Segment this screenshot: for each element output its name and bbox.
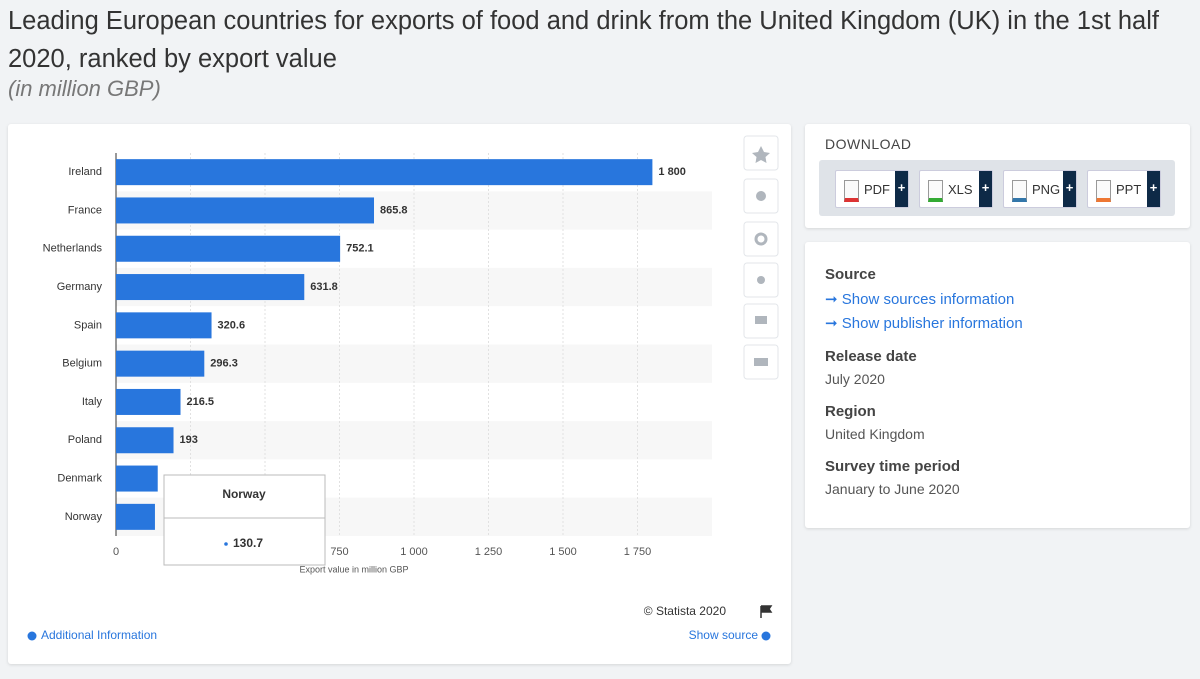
bar (116, 350, 205, 377)
file-icon (1012, 180, 1027, 202)
value-label: 865.8 (380, 204, 408, 216)
plus-icon: + (979, 171, 992, 207)
tooltip-dot (224, 542, 228, 546)
category-label: Belgium (62, 358, 102, 370)
category-label: Italy (82, 396, 103, 408)
info-icon (27, 631, 37, 641)
region-heading: Region (825, 403, 876, 420)
category-label: Germany (57, 281, 103, 293)
x-tick-label: 1 500 (549, 546, 577, 558)
info-card: Source ➞ Show sources information ➞ Show… (805, 242, 1190, 528)
info-icon (761, 631, 771, 641)
toolbar (743, 135, 779, 380)
download-card: DOWNLOAD PDF + XLS + PNG + PPT + (805, 124, 1190, 228)
source-link-text[interactable]: Show sources information (841, 291, 1015, 308)
file-icon (844, 180, 859, 202)
region-value: United Kingdom (825, 426, 925, 442)
settings-button[interactable] (743, 221, 779, 257)
bar (116, 503, 155, 530)
star-icon (752, 146, 770, 163)
x-tick-label: 1 250 (475, 546, 503, 558)
value-label: 631.8 (310, 281, 338, 293)
value-label: 320.6 (218, 319, 246, 331)
category-label: Netherlands (43, 243, 103, 255)
bar (116, 388, 181, 415)
download-button[interactable]: PDF + (835, 170, 909, 208)
source-heading: Source (825, 266, 876, 283)
category-label: Spain (74, 319, 102, 331)
plus-icon: + (1063, 171, 1076, 207)
bar (116, 312, 212, 339)
tooltip-value: 130.7 (233, 536, 263, 550)
page-subtitle: (in million GBP) (8, 76, 161, 101)
download-label: XLS (948, 182, 973, 197)
bar (116, 159, 653, 186)
category-label: Poland (68, 434, 102, 446)
tooltip: Norway 130.7 (163, 474, 326, 566)
file-icon (1096, 180, 1111, 202)
file-icon (928, 180, 943, 202)
x-tick-label: 1 750 (624, 546, 652, 558)
bar (116, 235, 341, 262)
download-label: PDF (864, 182, 890, 197)
value-label: 216.5 (187, 396, 215, 408)
page-title: Leading European countries for exports o… (8, 7, 1159, 73)
period-value: January to June 2020 (825, 481, 960, 497)
category-label: Norway (65, 511, 103, 523)
bar (116, 427, 174, 454)
source-link[interactable]: ➞ Show sources information (825, 291, 1015, 308)
value-label: 296.3 (210, 358, 238, 370)
category-label: France (68, 204, 102, 216)
bar (116, 465, 158, 492)
tooltip-box (163, 474, 326, 566)
x-tick-label: 750 (330, 546, 348, 558)
print-icon (754, 358, 768, 366)
value-label: 193 (180, 434, 198, 446)
category-label: Denmark (57, 472, 102, 484)
plus-icon: + (895, 171, 908, 207)
bar (116, 197, 375, 224)
value-label: 752.1 (346, 243, 374, 255)
x-tick-label: 1 000 (400, 546, 428, 558)
download-label: PNG (1032, 182, 1061, 197)
value-label: 1 800 (658, 166, 686, 178)
x-tick-label: 0 (113, 546, 119, 558)
release-value: July 2020 (825, 371, 885, 387)
credit: © Statista 2020 (644, 604, 727, 618)
tooltip-title: Norway (222, 487, 266, 501)
show-source-link[interactable]: Show source (689, 628, 759, 642)
release-heading: Release date (825, 348, 917, 365)
publisher-link[interactable]: ➞ Show publisher information (825, 315, 1023, 332)
download-button[interactable]: PNG + (1003, 170, 1077, 208)
download-buttons: PDF + XLS + PNG + PPT + (819, 160, 1175, 216)
period-heading: Survey time period (825, 458, 961, 475)
x-axis-label: Export value in million GBP (299, 564, 408, 574)
bar (116, 274, 305, 301)
share-icon (757, 276, 765, 284)
quote-icon (755, 316, 767, 324)
download-button[interactable]: XLS + (919, 170, 993, 208)
bell-icon (756, 191, 766, 201)
category-label: Ireland (68, 166, 102, 178)
download-button[interactable]: PPT + (1087, 170, 1161, 208)
download-title: DOWNLOAD (825, 136, 912, 152)
gear-icon (754, 232, 768, 246)
publisher-link-text[interactable]: Show publisher information (841, 315, 1023, 332)
download-label: PPT (1116, 182, 1142, 197)
plus-icon: + (1147, 171, 1160, 207)
flag-icon (760, 605, 773, 618)
additional-info-link[interactable]: Additional Information (41, 628, 157, 642)
